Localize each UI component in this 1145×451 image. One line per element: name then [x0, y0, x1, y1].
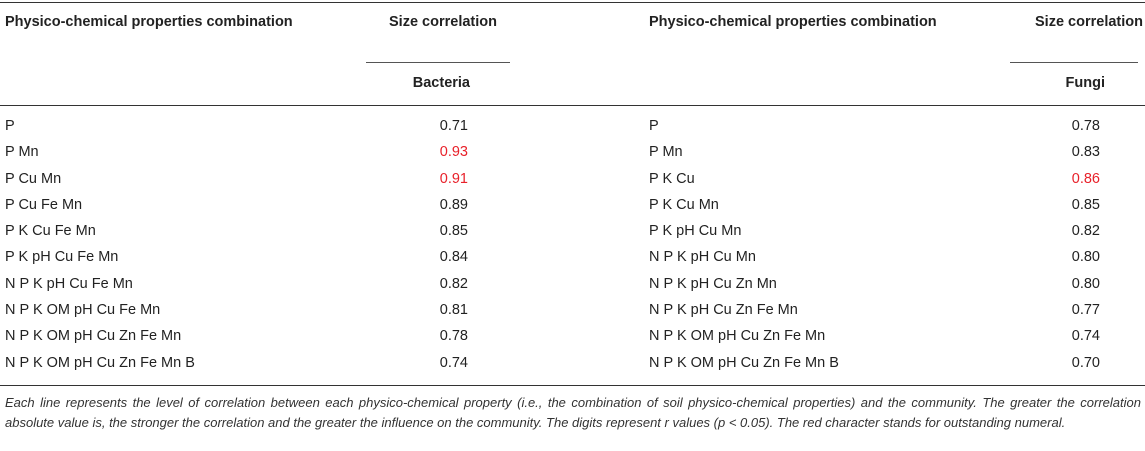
table-top-rule: [0, 2, 1145, 3]
right-group-header: Fungi: [1065, 75, 1105, 91]
right-property-cell: N P K pH Cu Zn Fe Mn: [649, 302, 798, 319]
left-property-cell: P: [5, 118, 15, 134]
left-property-cell: N P K OM pH Cu Zn Fe Mn: [5, 328, 182, 345]
table-row: N P K OM pH Cu Fe Mn 0.81 N P K pH Cu Zn F…: [0, 297, 1145, 323]
right-property-cell: N P K pH Cu Mn: [649, 249, 756, 266]
right-property-header: Physico-chemical properties combination: [649, 14, 937, 30]
left-property-cell: P K pH Cu Fe Mn: [5, 249, 119, 266]
right-property-cell: P K pH Cu Mn: [649, 223, 742, 240]
table-bottom-rule: [0, 385, 1145, 386]
left-value-cell: 0.74: [439, 354, 468, 371]
right-value-cell: 0.80: [1071, 249, 1100, 266]
table-row: P 0.71 P 0.78: [0, 113, 1145, 139]
table-row: P Mn 0.93 P Mn 0.83: [0, 139, 1145, 165]
left-property-cell: P Mn: [5, 144, 39, 161]
right-property-cell: P K Cu Mn: [649, 196, 719, 213]
left-value-cell: 0.93: [439, 144, 468, 161]
table-row: P Cu Mn 0.91 P K Cu 0.86: [0, 166, 1145, 192]
right-property-cell: P Mn: [649, 144, 683, 161]
right-value-cell: 0.80: [1071, 275, 1100, 292]
left-value-cell: 0.71: [439, 118, 468, 134]
right-size-correlation-header: Size correlation: [1035, 14, 1143, 30]
right-value-cell: 0.78: [1071, 118, 1100, 134]
right-value-cell: 0.85: [1071, 196, 1100, 213]
table-row: N P K OM pH Cu Zn Fe Mn B 0.74 N P K OM pH…: [0, 350, 1145, 376]
table-row: P K Cu Fe Mn 0.85 P K pH Cu Mn 0.82: [0, 218, 1145, 244]
left-property-header: Physico-chemical properties combination: [5, 14, 293, 30]
table-header-rule: [0, 105, 1145, 106]
right-value-cell: 0.74: [1071, 328, 1100, 345]
left-property-cell: P Cu Mn: [5, 170, 62, 187]
right-property-cell: P K Cu: [649, 170, 695, 187]
right-property-cell: N P K OM pH Cu Zn Fe Mn: [649, 328, 826, 345]
left-property-cell: N P K pH Cu Fe Mn: [5, 275, 133, 292]
right-value-cell: 0.82: [1071, 223, 1100, 240]
left-property-cell: N P K OM pH Cu Fe Mn: [5, 302, 161, 319]
table-row: P K pH Cu Fe Mn 0.84 N P K pH Cu Mn 0.80: [0, 244, 1145, 270]
left-size-correlation-header: Size correlation: [389, 14, 497, 30]
left-value-cell: 0.91: [439, 170, 468, 187]
left-value-cell: 0.85: [439, 223, 468, 240]
table-row: N P K pH Cu Fe Mn 0.82 N P K pH Cu Zn Mn 0.…: [0, 271, 1145, 297]
right-property-cell: P: [649, 118, 659, 134]
left-group-underline: [366, 62, 510, 63]
right-value-cell: 0.83: [1071, 144, 1100, 161]
left-group-header: Bacteria: [412, 75, 470, 91]
left-value-cell: 0.82: [439, 275, 468, 292]
right-value-cell: 0.70: [1071, 354, 1100, 371]
table-footnote: Each line represents the level of correl…: [5, 395, 1141, 430]
left-value-cell: 0.78: [439, 328, 468, 345]
table-row: N P K OM pH Cu Zn Fe Mn 0.78 N P K OM pH C…: [0, 323, 1145, 349]
right-value-cell: 0.86: [1071, 170, 1100, 187]
left-value-cell: 0.81: [439, 302, 468, 319]
left-value-cell: 0.84: [439, 249, 468, 266]
right-property-cell: N P K pH Cu Zn Mn: [649, 275, 777, 292]
left-property-cell: P K Cu Fe Mn: [5, 223, 96, 240]
table-body: P 0.71 P 0.78 P Mn 0.93 P Mn 0.83 P Cu Mn 0.91 P K…: [0, 113, 1145, 376]
left-value-cell: 0.89: [439, 196, 468, 213]
right-value-cell: 0.77: [1071, 302, 1100, 319]
left-property-cell: N P K OM pH Cu Zn Fe Mn B: [5, 354, 195, 371]
left-property-cell: P Cu Fe Mn: [5, 196, 83, 213]
table-row: P Cu Fe Mn 0.89 P K Cu Mn 0.85: [0, 192, 1145, 218]
right-group-underline: [1010, 62, 1138, 63]
right-property-cell: N P K OM pH Cu Zn Fe Mn B: [649, 354, 839, 371]
